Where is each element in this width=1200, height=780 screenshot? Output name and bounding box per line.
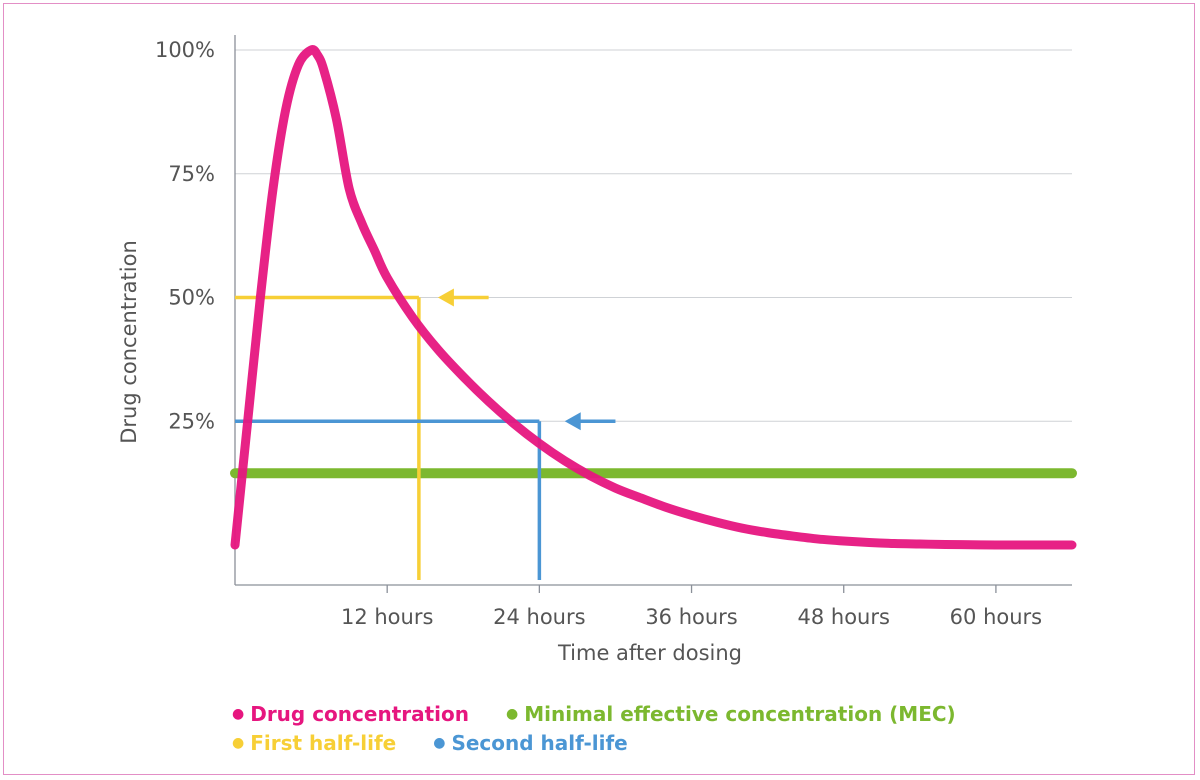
- y-tick-label: 50%: [168, 286, 215, 310]
- y-tick-label: 25%: [168, 409, 215, 433]
- legend-bullet-icon: ●: [505, 706, 519, 722]
- reference-lines: [230, 288, 1077, 580]
- chart-frame: [3, 3, 1195, 775]
- legend-row-1: ● Drug concentration ● Minimal effective c…: [232, 700, 986, 729]
- y-tick-label: 75%: [168, 162, 215, 186]
- legend-bullet-icon: ●: [232, 735, 245, 751]
- legend-item-second-half-life: ● Second half-life: [433, 729, 628, 758]
- legend-bullet-icon: ●: [232, 706, 245, 722]
- tick-labels: 25% 50% 75% 100% 12 hours 24 hours 36 hours 48 …: [155, 38, 1042, 629]
- legend-label: Minimal effective concentration (MEC): [524, 702, 956, 726]
- legend-label: First half-life: [250, 731, 397, 755]
- x-tick-label: 60 hours: [950, 605, 1042, 629]
- y-tick-label: 100%: [155, 38, 215, 62]
- legend-item-drug-concentration: ● Drug concentration: [232, 700, 469, 729]
- x-tick-label: 24 hours: [493, 605, 585, 629]
- x-tick-label: 12 hours: [341, 605, 433, 629]
- x-tick-label: 48 hours: [798, 605, 890, 629]
- legend-label: Second half-life: [451, 731, 628, 755]
- legend-label: Drug concentration: [250, 702, 470, 726]
- legend-item-first-half-life: ● First half-life: [232, 729, 396, 758]
- y-axis-title: Drug concentration: [117, 240, 141, 444]
- x-axis-title: Time after dosing: [557, 641, 742, 665]
- axes: [234, 35, 1072, 593]
- x-tick-label: 36 hours: [645, 605, 737, 629]
- legend: ● Drug concentration ● Minimal effective c…: [232, 700, 986, 758]
- drug-concentration-line: [230, 45, 1077, 550]
- first-half-life-arrow-head-icon: [437, 288, 454, 307]
- legend-bullet-icon: ●: [433, 735, 446, 751]
- legend-item-mec: ● Minimal effective concentration (MEC): [506, 700, 956, 729]
- second-half-life-arrow-head-icon: [564, 412, 581, 431]
- series: [230, 45, 1077, 550]
- legend-row-2: ● First half-life ● Second half-life: [232, 729, 986, 758]
- grid-lines: [235, 49, 1072, 422]
